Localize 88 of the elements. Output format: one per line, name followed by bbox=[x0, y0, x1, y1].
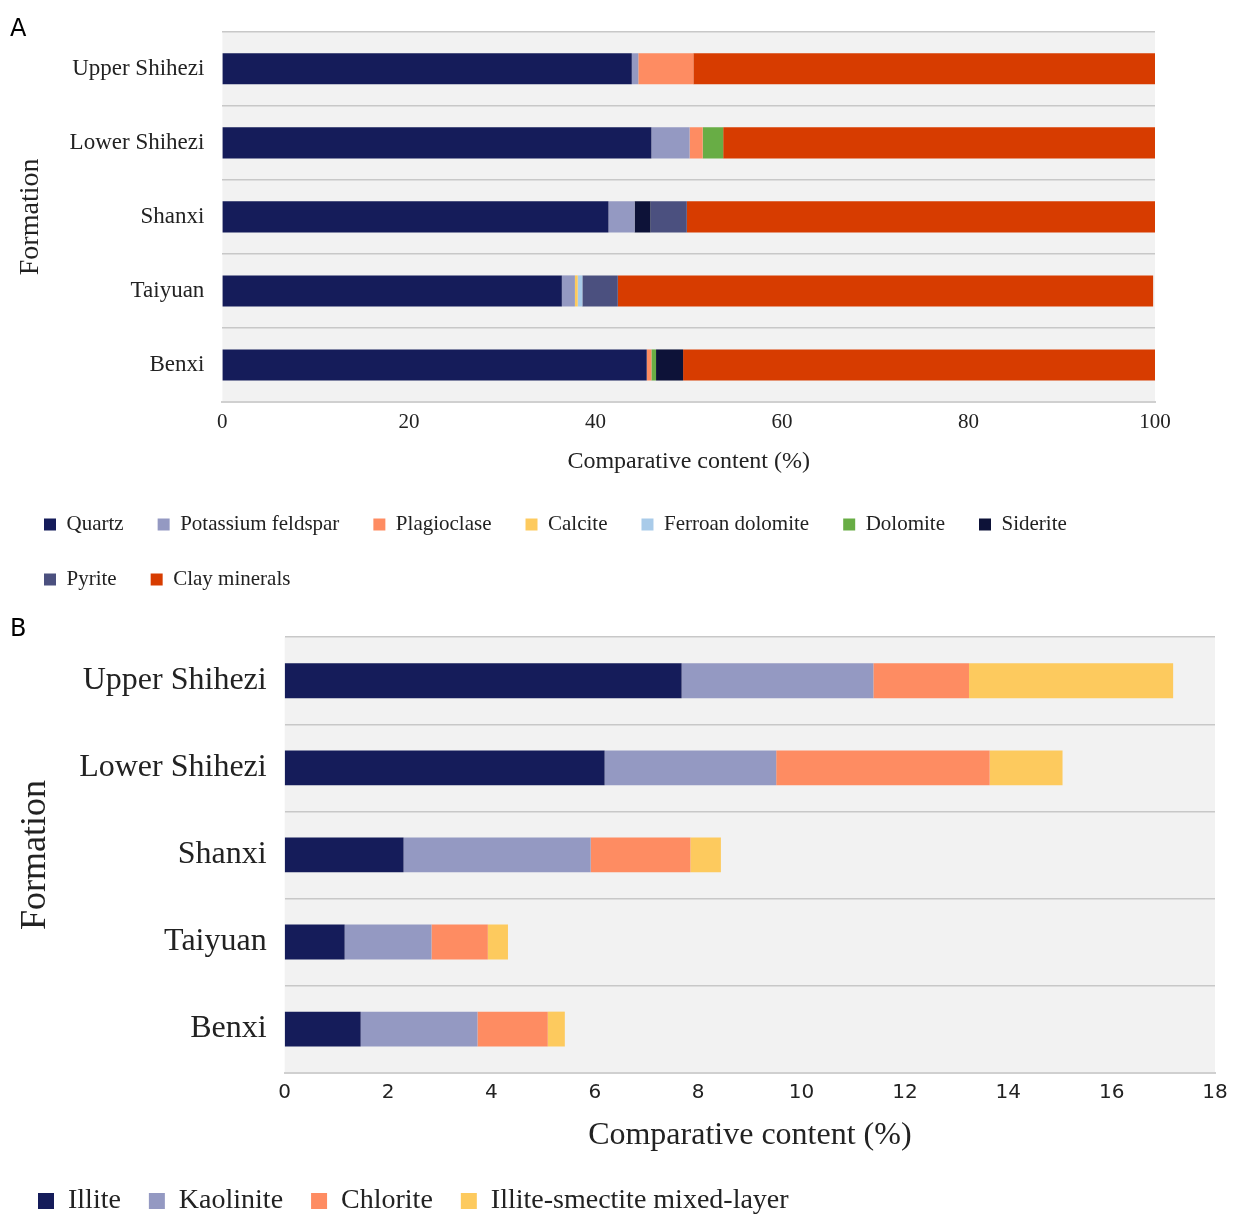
legend-label: Calcite bbox=[548, 511, 608, 536]
legend-label: Plagioclase bbox=[395, 511, 492, 536]
bar bbox=[604, 750, 777, 786]
bar bbox=[873, 663, 969, 699]
bar bbox=[656, 349, 684, 381]
y-tick-label: Upper Shihezi bbox=[82, 660, 267, 697]
bar bbox=[222, 127, 652, 159]
x-tick-label: 16 bbox=[1098, 1078, 1125, 1103]
bar bbox=[344, 924, 432, 960]
bar bbox=[651, 127, 690, 159]
x-tick-label: 4 bbox=[485, 1078, 498, 1103]
bar bbox=[360, 1011, 478, 1047]
bar bbox=[723, 127, 1155, 159]
bar bbox=[690, 837, 721, 873]
text: B bbox=[10, 614, 27, 642]
bar bbox=[582, 275, 618, 307]
bar bbox=[222, 53, 632, 85]
y-tick-label: Shanxi bbox=[177, 834, 267, 871]
legend-label: Dolomite bbox=[865, 511, 946, 536]
bar bbox=[561, 275, 575, 307]
y-tick-label: Lower Shihezi bbox=[79, 747, 267, 784]
y-tick-label: Lower Shihezi bbox=[69, 128, 205, 154]
bar bbox=[403, 837, 591, 873]
legend-label: Chlorite bbox=[341, 1183, 433, 1215]
legend-label: Ferroan dolomite bbox=[663, 511, 810, 536]
bar bbox=[547, 1011, 565, 1047]
bar bbox=[284, 750, 605, 786]
legend-label: Pyrite bbox=[66, 566, 117, 591]
y-tick-label: Shanxi bbox=[140, 202, 205, 228]
bar bbox=[631, 53, 639, 85]
bar bbox=[222, 275, 562, 307]
bar bbox=[686, 201, 1155, 233]
bar bbox=[776, 750, 990, 786]
bar bbox=[681, 663, 874, 699]
legend-label: Potassium feldspar bbox=[180, 511, 340, 536]
text: A bbox=[10, 14, 27, 42]
legend-label: Quartz bbox=[66, 511, 124, 536]
y-tick-label: Taiyuan bbox=[164, 921, 267, 958]
x-tick-label: 20 bbox=[398, 409, 420, 434]
bar bbox=[284, 837, 404, 873]
bar bbox=[487, 924, 508, 960]
legend-label: Illite-smectite mixed-layer bbox=[490, 1183, 790, 1215]
x-tick-label: 14 bbox=[995, 1078, 1021, 1103]
x-tick-label: 12 bbox=[892, 1078, 918, 1103]
bar bbox=[689, 127, 703, 159]
legend-label: Clay minerals bbox=[173, 566, 291, 591]
y-tick-label: Benxi bbox=[190, 1008, 267, 1045]
bar bbox=[284, 1011, 361, 1047]
bar bbox=[284, 924, 345, 960]
bar bbox=[651, 349, 657, 381]
x-tick-label: 40 bbox=[584, 409, 606, 434]
legend-label: Illite bbox=[68, 1183, 121, 1215]
y-tick-label: Upper Shihezi bbox=[72, 54, 205, 80]
x-tick-label: 0 bbox=[278, 1078, 292, 1103]
x-tick-label: 0 bbox=[217, 409, 228, 434]
y-axis-title: Formation bbox=[13, 158, 45, 276]
x-tick-label: 18 bbox=[1202, 1078, 1228, 1103]
x-axis-title: Comparative content (%) bbox=[567, 446, 810, 473]
y-tick-label: Benxi bbox=[149, 351, 205, 377]
x-tick-label: 10 bbox=[788, 1078, 815, 1103]
bar bbox=[222, 201, 609, 233]
bar bbox=[702, 127, 724, 159]
x-axis-title: Comparative content (%) bbox=[588, 1115, 912, 1152]
bar bbox=[683, 349, 1155, 381]
x-tick-label: 6 bbox=[588, 1078, 602, 1103]
bar bbox=[284, 663, 682, 699]
x-tick-label: 2 bbox=[381, 1078, 395, 1103]
bar bbox=[431, 924, 488, 960]
bar bbox=[222, 349, 647, 381]
bar bbox=[574, 275, 578, 307]
bar bbox=[634, 201, 651, 233]
y-axis-title: Formation bbox=[13, 779, 54, 930]
bar bbox=[989, 750, 1063, 786]
legend-label: Siderite bbox=[1001, 511, 1067, 536]
x-tick-label: 60 bbox=[771, 409, 793, 434]
x-tick-label: 100 bbox=[1139, 409, 1171, 434]
bar bbox=[477, 1011, 548, 1047]
legend-label: Kaolinite bbox=[178, 1183, 284, 1215]
bar bbox=[693, 53, 1155, 85]
bar bbox=[650, 201, 687, 233]
bar bbox=[590, 837, 691, 873]
bar bbox=[608, 201, 635, 233]
bar bbox=[638, 53, 694, 85]
bar bbox=[968, 663, 1174, 699]
x-tick-label: 80 bbox=[957, 409, 979, 434]
x-tick-label: 8 bbox=[691, 1078, 705, 1103]
bar bbox=[617, 275, 1154, 307]
y-tick-label: Taiyuan bbox=[130, 276, 205, 302]
